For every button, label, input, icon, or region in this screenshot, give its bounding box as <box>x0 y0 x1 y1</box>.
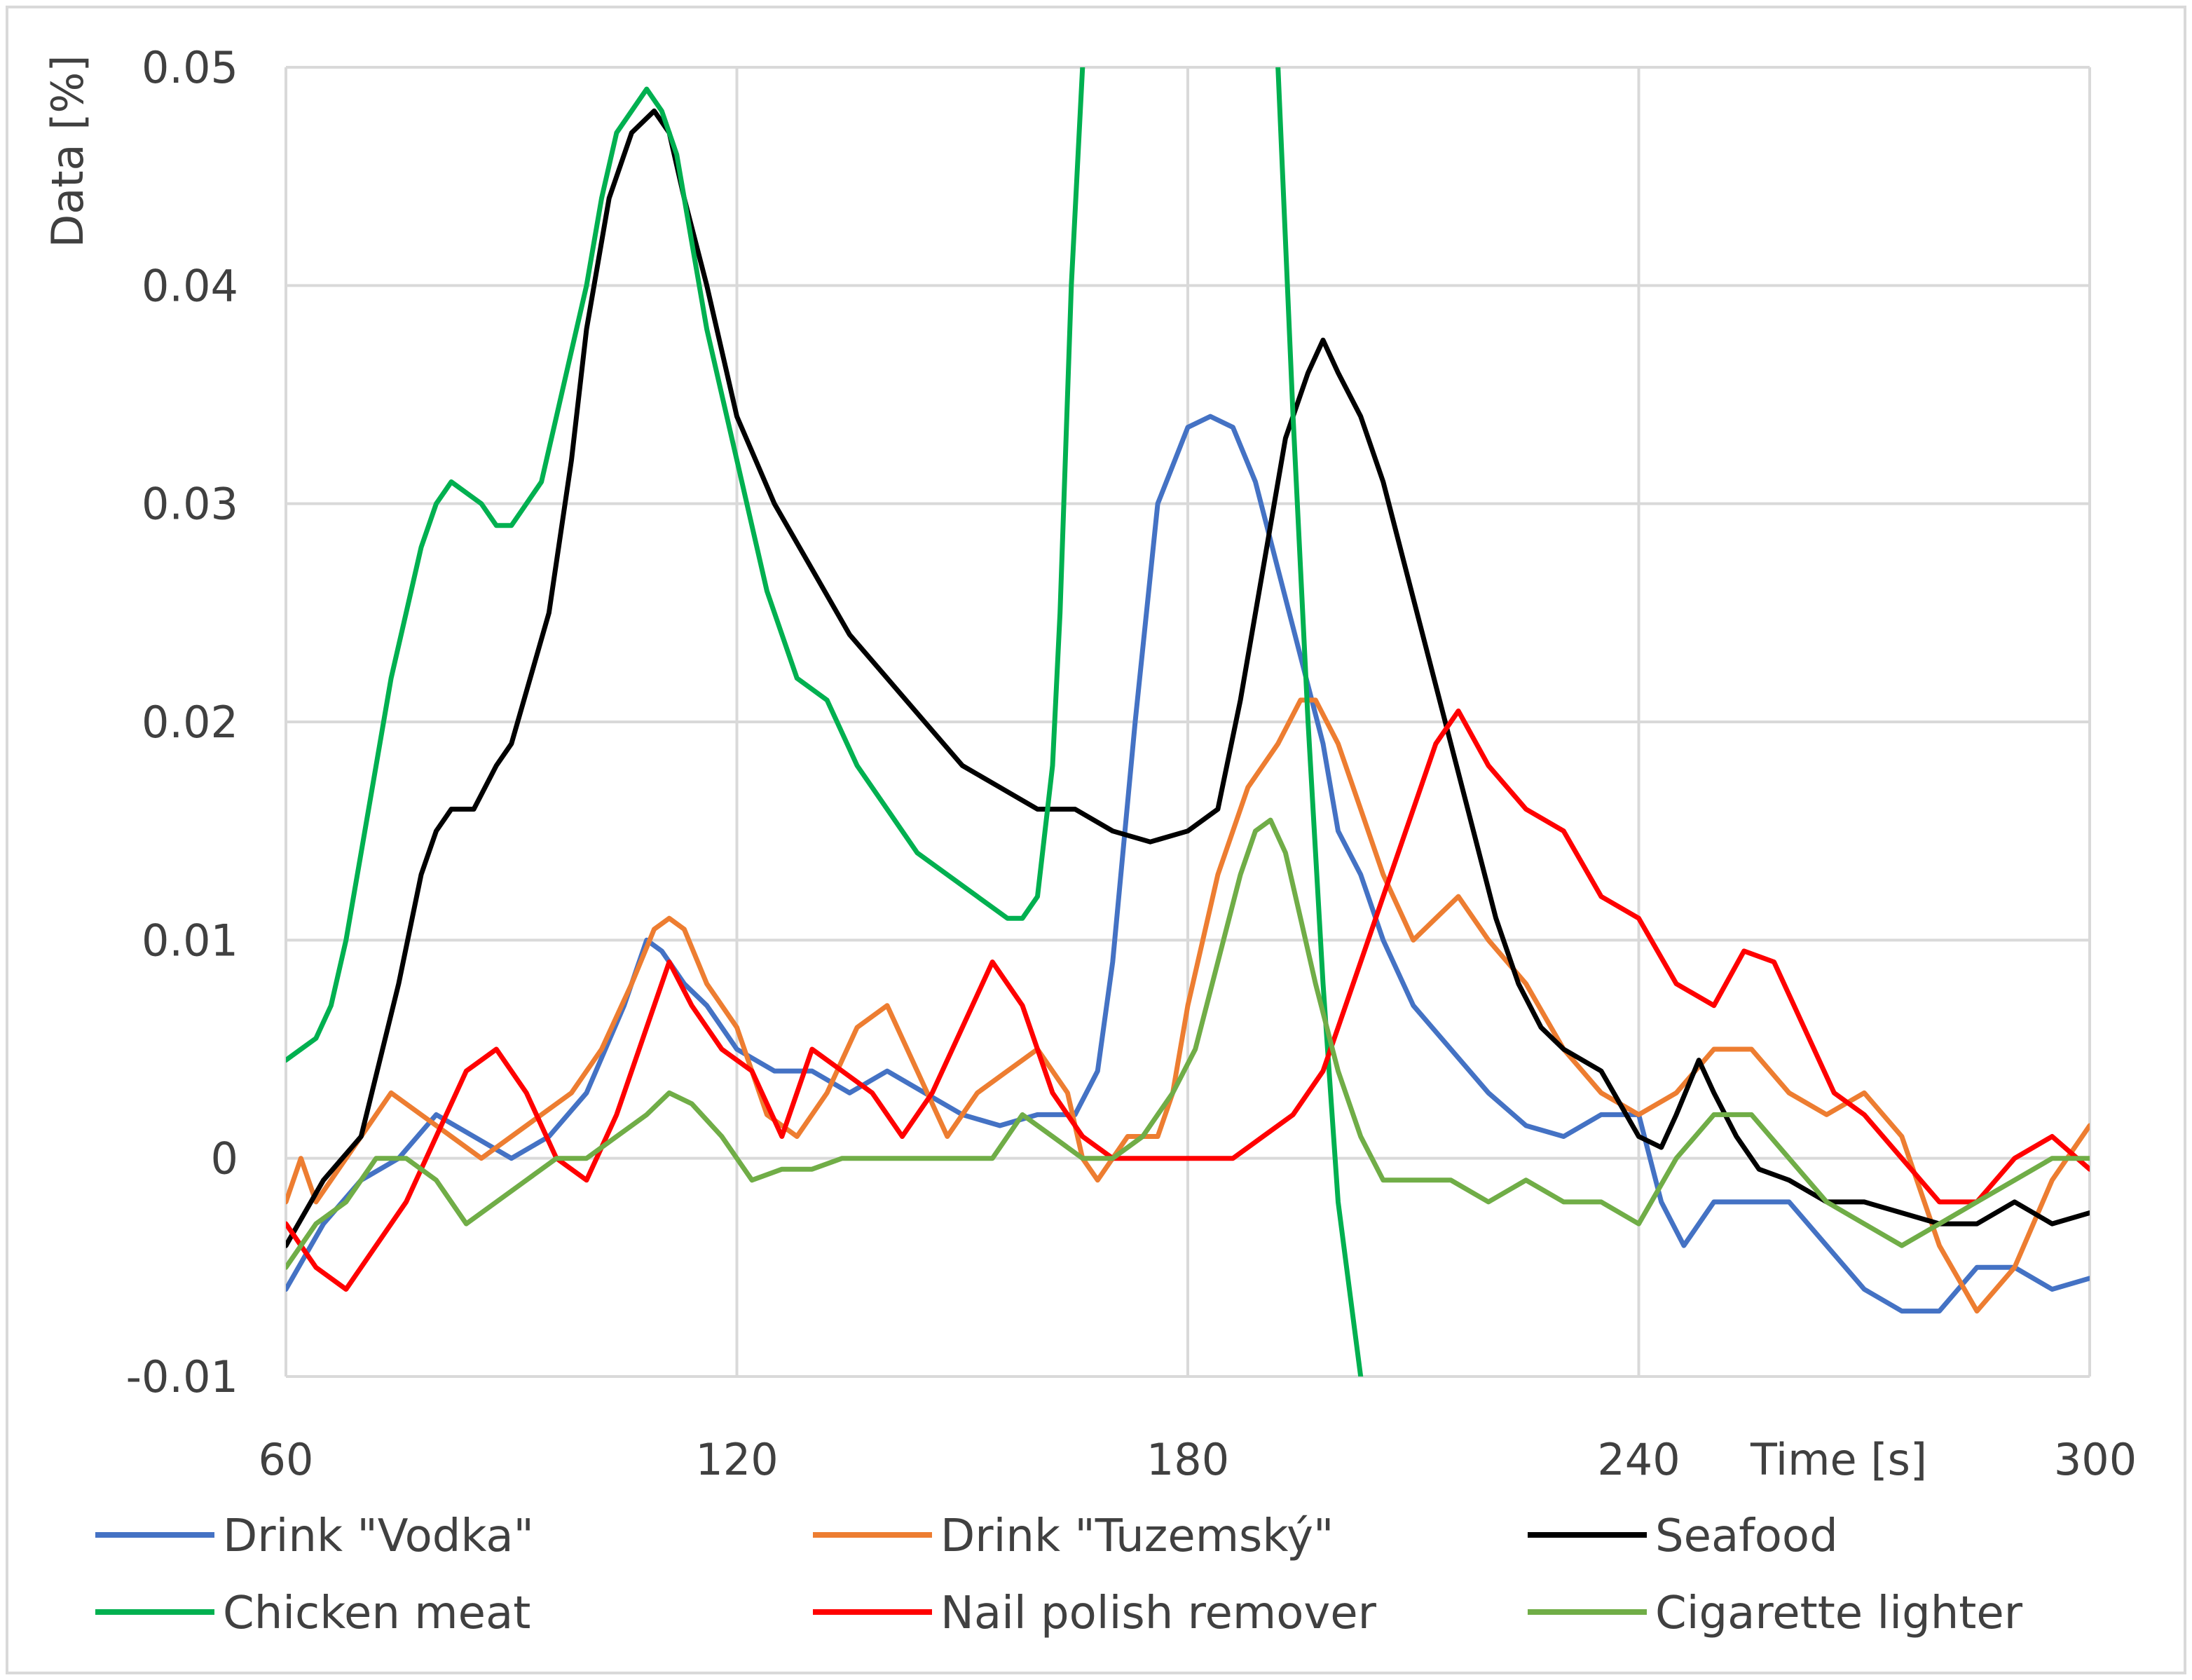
legend-label: Drink "Tuzemský" <box>940 1510 1334 1562</box>
y-tick-label: 0.02 <box>142 697 238 748</box>
y-tick-label: 0 <box>211 1133 238 1184</box>
legend-label: Drink "Vodka" <box>223 1510 534 1562</box>
plot-series <box>286 67 2090 1377</box>
legend-label: Chicken meat <box>223 1587 530 1639</box>
y-tick-label: 0.03 <box>142 479 238 530</box>
legend-item-2: Seafood <box>1528 1510 1838 1562</box>
x-tick-label: 180 <box>1146 1434 1229 1485</box>
series-line-5 <box>286 817 2090 1270</box>
legend-label: Seafood <box>1655 1510 1838 1562</box>
y-tick-label: 0.01 <box>142 915 238 966</box>
axis-ticks: -0.01 0 0.01 0.02 0.03 0.04 0.05 60 120 180 240 300 <box>126 42 2137 1485</box>
series-line-2 <box>286 108 2090 1248</box>
x-tick-label: 300 <box>2054 1434 2137 1485</box>
x-tick-label: 240 <box>1597 1434 1680 1485</box>
series-line-3 <box>286 67 1364 1377</box>
series-line-4 <box>286 708 2090 1292</box>
legend-item-3: Chicken meat <box>95 1587 530 1639</box>
x-tick-label: 120 <box>695 1434 778 1485</box>
y-tick-label: 0.05 <box>142 42 238 93</box>
y-axis-title: Data [%] <box>42 55 93 247</box>
x-axis-title: Time [s] <box>1750 1434 1927 1485</box>
legend-item-5: Cigarette lighter <box>1528 1587 2023 1639</box>
legend-item-0: Drink "Vodka" <box>95 1510 534 1562</box>
legend-label: Cigarette lighter <box>1655 1587 2023 1639</box>
y-tick-label: -0.01 <box>126 1351 238 1402</box>
legend-item-1: Drink "Tuzemský" <box>813 1510 1334 1562</box>
legend-label: Nail polish remover <box>940 1587 1377 1639</box>
legend: Drink "Vodka" Drink "Tuzemský" Seafood Chic… <box>95 1510 2023 1639</box>
x-tick-label: 60 <box>259 1434 314 1485</box>
chart-frame <box>6 6 2186 1674</box>
y-tick-label: 0.04 <box>142 260 238 311</box>
legend-item-4: Nail polish remover <box>813 1587 1377 1639</box>
